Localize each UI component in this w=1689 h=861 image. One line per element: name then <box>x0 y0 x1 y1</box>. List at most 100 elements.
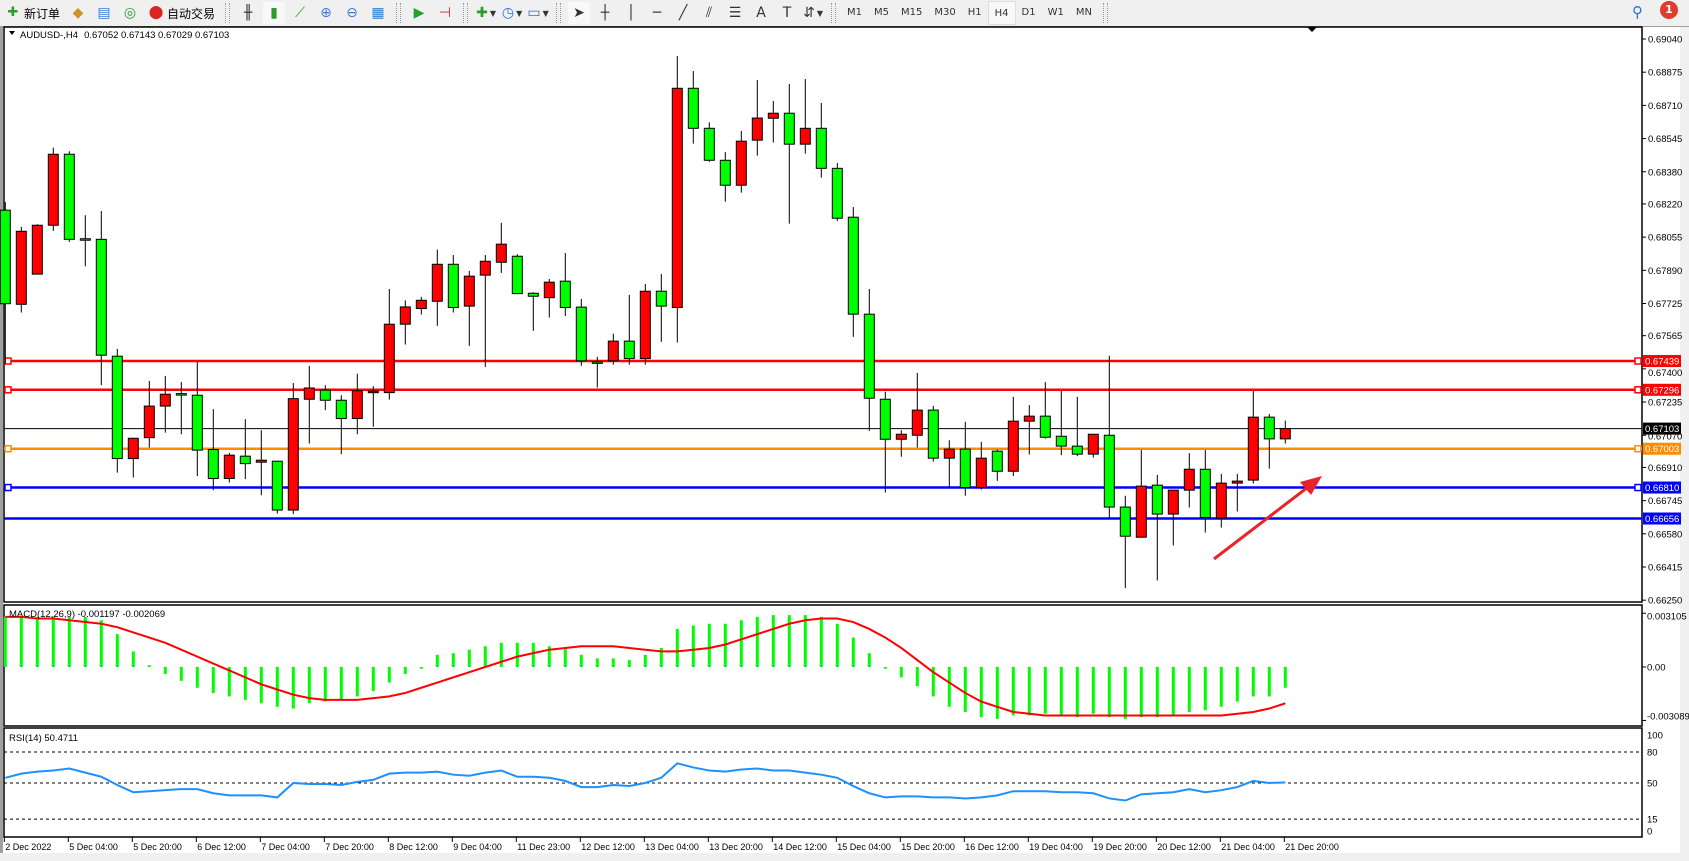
trendline-button[interactable]: ╱ <box>672 2 694 24</box>
candle <box>239 419 251 480</box>
search-button[interactable]: ⚲ <box>1632 3 1643 21</box>
auto-trading-button[interactable]: ⬤ 自动交易 <box>144 2 219 24</box>
price-tick-label: 0.68380 <box>1648 167 1682 178</box>
macd-tick-label: 0.00 <box>1647 663 1666 674</box>
text-label-button[interactable]: T <box>776 2 798 24</box>
price-tick-label: 0.67400 <box>1648 368 1682 379</box>
candle <box>527 292 539 331</box>
crosshair-button[interactable]: ┼ <box>594 2 616 24</box>
price-tick-label: 0.68875 <box>1648 68 1682 79</box>
templates-button[interactable]: ▭ ▼ <box>527 2 549 24</box>
line-marker-left[interactable] <box>4 483 12 492</box>
symbol-label: AUDUSD-,H4 0.67052 0.67143 0.67029 0.6710… <box>20 30 229 41</box>
macd-histogram-bar <box>531 642 535 667</box>
auto-trading-icon: ⬤ <box>148 5 164 20</box>
arrows-button[interactable]: ⇵ ▼ <box>802 2 824 24</box>
line-marker-left[interactable] <box>4 444 12 453</box>
candle-body <box>639 290 651 360</box>
candle-body <box>1279 428 1291 440</box>
candle <box>943 440 955 488</box>
price-tag-label: 0.66656 <box>1645 514 1679 525</box>
time-label: 15 Dec 04:00 <box>837 842 891 852</box>
price-tick-label: 0.66250 <box>1648 596 1682 607</box>
macd-histogram-bar <box>275 667 279 707</box>
candle-body <box>479 260 491 276</box>
candle <box>655 273 667 342</box>
line-marker-right[interactable] <box>1634 357 1642 365</box>
timeframe-h4[interactable]: H4 <box>987 1 1016 25</box>
price-tick-label: 0.66745 <box>1648 496 1682 507</box>
line-marker-left[interactable] <box>4 386 12 394</box>
line-marker-left[interactable] <box>4 357 12 365</box>
periods-button[interactable]: ◷ ▼ <box>501 2 523 24</box>
auto-trading-label: 自动交易 <box>167 6 216 21</box>
line-marker-right[interactable] <box>1634 483 1642 492</box>
line-marker-right[interactable] <box>1634 386 1642 394</box>
new-order-label: 新订单 <box>24 6 61 21</box>
candle <box>335 395 347 455</box>
timeframe-m5[interactable]: M5 <box>874 6 890 18</box>
candle-body <box>351 390 363 420</box>
time-label: 11 Dec 23:00 <box>517 842 570 852</box>
notification-badge[interactable]: 1 <box>1660 1 1678 19</box>
signals-button[interactable]: ◎ <box>119 2 141 24</box>
indicators-button[interactable]: ✚ ▼ <box>475 2 497 24</box>
timeframe-d1[interactable]: D1 <box>1021 6 1036 18</box>
timeframe-m15[interactable]: M15 <box>901 6 923 18</box>
zoom-out-button[interactable]: ⊖ <box>341 2 363 24</box>
zoom-in-button[interactable]: ⊕ <box>315 2 337 24</box>
candle <box>271 460 283 514</box>
macd-histogram-bar <box>595 658 599 667</box>
candle-body <box>1023 415 1035 422</box>
chart-shift-button[interactable]: ⊣ <box>434 2 456 24</box>
candle <box>1167 489 1179 546</box>
macd-histogram-bar <box>979 667 983 718</box>
candle <box>623 294 635 365</box>
vertical-line-button[interactable]: │ <box>620 2 642 24</box>
annotation-arrow[interactable] <box>1213 476 1322 561</box>
candle <box>831 162 843 222</box>
rsi-tick-label: 15 <box>1647 815 1658 826</box>
candlestick-button[interactable]: ▮ <box>263 2 286 24</box>
equidistant-channel-button[interactable]: ⫽ <box>698 2 720 24</box>
timeframe-mn[interactable]: MN <box>1075 6 1092 18</box>
candle <box>207 409 219 491</box>
candle-body <box>15 230 27 305</box>
fibonacci-button[interactable]: ☰ <box>724 2 746 24</box>
timeframe-m1[interactable]: M1 <box>847 6 863 18</box>
macd-pane <box>3 604 1643 727</box>
candle-body <box>831 167 843 219</box>
candle <box>287 382 299 515</box>
macd-histogram-bar <box>67 616 71 667</box>
macd-histogram-bar <box>899 667 903 678</box>
timeframe-w1[interactable]: W1 <box>1047 6 1064 18</box>
timeframe-h1[interactable]: H1 <box>967 6 982 18</box>
candle-body <box>1039 415 1051 438</box>
line-marker-right[interactable] <box>1634 444 1642 453</box>
macd-histogram-bar <box>291 667 295 709</box>
auto-scroll-button[interactable]: ▶ <box>408 2 430 24</box>
market-watch-button[interactable]: ◆ <box>67 2 89 24</box>
macd-histogram-bar <box>323 667 327 702</box>
chart-shift-marker-icon[interactable] <box>1307 27 1317 32</box>
chart-menu-triangle-icon[interactable] <box>9 31 15 35</box>
rsi-tick-label: 0 <box>1647 827 1652 838</box>
tile-windows-button[interactable]: ▦ <box>367 2 389 24</box>
timeframe-m30[interactable]: M30 <box>934 6 956 18</box>
horizontal-line-button[interactable]: ─ <box>646 2 668 24</box>
navigator-button[interactable]: ▤ <box>93 2 115 24</box>
new-order-button[interactable]: ✚ 新订单 <box>1 2 64 24</box>
line-chart-button[interactable]: ⟋ <box>289 2 311 24</box>
time-label: 5 Dec 04:00 <box>69 842 118 852</box>
text-button[interactable]: A <box>750 2 772 24</box>
candle-body <box>671 87 683 309</box>
candle-body <box>31 224 43 275</box>
cursor-button[interactable]: ➤ <box>568 2 591 24</box>
candle-body <box>703 127 715 161</box>
candle <box>383 289 395 400</box>
bar-chart-button[interactable]: ╫ <box>237 2 259 24</box>
macd-histogram-bar <box>3 616 7 667</box>
macd-histogram-bar <box>1267 667 1271 697</box>
macd-histogram-bar <box>115 634 119 667</box>
